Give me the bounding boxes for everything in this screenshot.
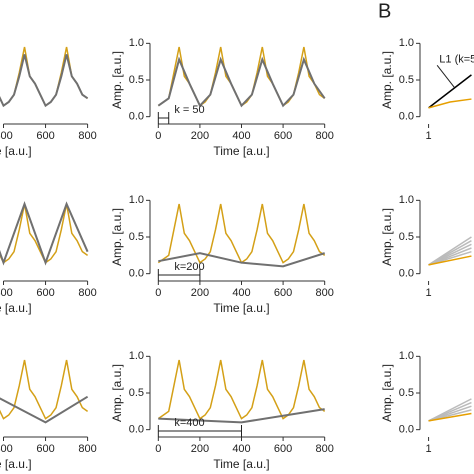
annotation: L1 (k=50) xyxy=(439,53,474,65)
x-tick-label: 600 xyxy=(274,287,292,299)
y-tick-label: 0.5 xyxy=(399,387,414,399)
series-line xyxy=(157,56,326,108)
series-line xyxy=(0,395,89,424)
y-tick-label: 1.0 xyxy=(129,350,144,362)
plot-area xyxy=(157,203,326,268)
x-axis-label: Time [a.u.] xyxy=(213,144,269,158)
x-tick-label: 1 xyxy=(426,287,432,299)
y-tick-label: 1.0 xyxy=(399,37,414,49)
plot-area xyxy=(428,398,472,422)
x-tick-label: 1 xyxy=(426,130,432,142)
series-line xyxy=(0,359,89,420)
y-tick-label: 1.0 xyxy=(399,194,414,206)
x-axis-label: Time [a.u.] xyxy=(0,144,32,158)
y-axis-label: Amp. [a.u.] xyxy=(110,51,124,109)
x-tick-label: 800 xyxy=(316,443,334,455)
x-tick-label: 400 xyxy=(0,443,13,455)
y-tick-label: 0.5 xyxy=(129,74,144,86)
annotation: k=400 xyxy=(174,417,204,429)
y-tick-label: 1.0 xyxy=(399,350,414,362)
x-tick-label: 200 xyxy=(191,130,209,142)
annotation-leader xyxy=(436,65,455,88)
x-tick-label: 200 xyxy=(191,443,209,455)
x-tick-label: 400 xyxy=(0,287,13,299)
y-tick-label: 0.0 xyxy=(399,424,414,436)
x-tick-label: 600 xyxy=(36,287,54,299)
plot-area xyxy=(0,46,89,108)
plot-area xyxy=(0,359,89,424)
y-tick-label: 0.5 xyxy=(129,231,144,243)
y-tick-label: 1.0 xyxy=(129,37,144,49)
series-line xyxy=(428,74,472,109)
x-tick-label: 0 xyxy=(155,130,161,142)
x-tick-label: 600 xyxy=(274,443,292,455)
x-tick-label: 400 xyxy=(0,130,13,142)
y-tick-label: 0.5 xyxy=(129,387,144,399)
panel-label: B xyxy=(378,0,391,22)
y-axis-label: Amp. [a.u.] xyxy=(380,51,394,109)
plot-area xyxy=(0,201,89,266)
y-axis-label: Amp. [a.u.] xyxy=(110,364,124,422)
series-line xyxy=(0,201,89,266)
x-tick-label: 600 xyxy=(36,443,54,455)
plot-area xyxy=(428,74,472,109)
series-line xyxy=(428,412,472,422)
series-line xyxy=(157,203,326,264)
y-tick-label: 0.5 xyxy=(399,74,414,86)
y-tick-label: 0.0 xyxy=(129,424,144,436)
y-axis-label: Amp. [a.u.] xyxy=(380,208,394,266)
annotation: k = 50 xyxy=(174,104,204,116)
series-line xyxy=(158,408,325,424)
x-tick-label: 600 xyxy=(274,130,292,142)
series-line xyxy=(158,252,325,268)
y-axis-label: Amp. [a.u.] xyxy=(110,208,124,266)
x-tick-label: 400 xyxy=(232,130,250,142)
x-axis-label: Time [a.u.] xyxy=(213,457,269,471)
x-tick-label: 400 xyxy=(232,287,250,299)
series-line xyxy=(0,54,89,108)
x-tick-label: 600 xyxy=(36,130,54,142)
plot-area xyxy=(157,359,326,424)
x-tick-label: 0 xyxy=(155,287,161,299)
y-tick-label: 0.0 xyxy=(399,268,414,280)
x-tick-label: 800 xyxy=(78,287,96,299)
x-tick-label: 1 xyxy=(426,443,432,455)
x-axis-label: Time [a.u.] xyxy=(0,301,32,315)
plot-area xyxy=(157,46,326,108)
y-tick-label: 0.0 xyxy=(129,111,144,123)
x-tick-label: 0 xyxy=(155,443,161,455)
series-line xyxy=(428,98,472,109)
x-tick-label: 800 xyxy=(78,443,96,455)
x-tick-label: 200 xyxy=(191,287,209,299)
x-tick-label: 800 xyxy=(316,287,334,299)
y-tick-label: 0.5 xyxy=(399,231,414,243)
y-axis-label: Amp. [a.u.] xyxy=(380,364,394,422)
x-tick-label: 400 xyxy=(232,443,250,455)
x-tick-label: 800 xyxy=(78,130,96,142)
annotation: k=200 xyxy=(174,261,204,273)
plot-area xyxy=(428,236,472,266)
y-tick-label: 0.0 xyxy=(129,268,144,280)
y-tick-label: 1.0 xyxy=(129,194,144,206)
series-line xyxy=(428,255,472,266)
series-line xyxy=(157,359,326,420)
x-axis-label: Time [a.u.] xyxy=(0,457,32,471)
y-tick-label: 0.0 xyxy=(399,111,414,123)
x-axis-label: Time [a.u.] xyxy=(213,301,269,315)
x-tick-label: 800 xyxy=(316,130,334,142)
